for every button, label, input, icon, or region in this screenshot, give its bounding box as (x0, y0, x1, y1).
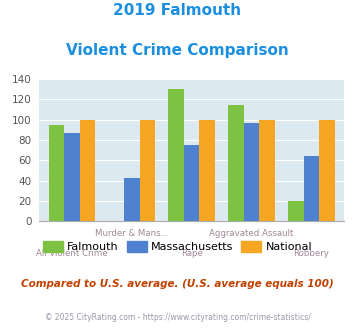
Text: Compared to U.S. average. (U.S. average equals 100): Compared to U.S. average. (U.S. average … (21, 279, 334, 289)
Text: 2019 Falmouth: 2019 Falmouth (114, 3, 241, 18)
Bar (140, 120, 155, 221)
Bar (244, 123, 260, 221)
Bar (168, 89, 184, 221)
Text: All Violent Crime: All Violent Crime (36, 249, 108, 258)
Text: © 2025 CityRating.com - https://www.cityrating.com/crime-statistics/: © 2025 CityRating.com - https://www.city… (45, 314, 310, 322)
Bar (304, 156, 319, 221)
Bar (200, 120, 215, 221)
Text: Robbery: Robbery (294, 249, 329, 258)
Bar (184, 145, 200, 221)
Bar (319, 120, 335, 221)
Bar (228, 105, 244, 221)
Bar (124, 178, 140, 221)
Bar (260, 120, 275, 221)
Bar (288, 201, 304, 221)
Text: Rape: Rape (181, 249, 203, 258)
Text: Violent Crime Comparison: Violent Crime Comparison (66, 43, 289, 58)
Bar (49, 125, 64, 221)
Text: Aggravated Assault: Aggravated Assault (209, 229, 294, 238)
Bar (64, 133, 80, 221)
Bar (80, 120, 95, 221)
Legend: Falmouth, Massachusetts, National: Falmouth, Massachusetts, National (38, 237, 317, 256)
Text: Murder & Mans...: Murder & Mans... (95, 229, 169, 238)
